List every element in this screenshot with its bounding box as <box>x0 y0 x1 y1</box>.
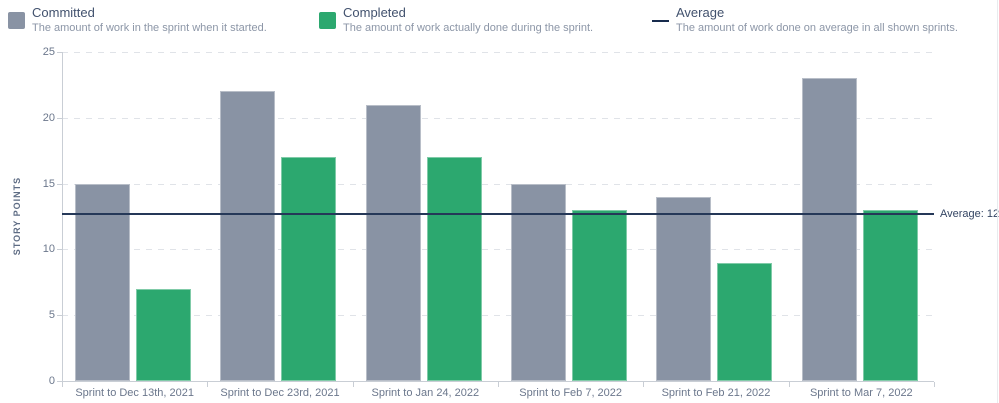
legend-item-completed: Completed The amount of work actually do… <box>319 5 593 35</box>
bar-committed-3[interactable] <box>366 104 421 381</box>
legend-item-average: Average The amount of work done on avera… <box>652 5 958 35</box>
y-tick-label-10: 10 <box>42 243 55 256</box>
x-tick-3 <box>498 382 499 387</box>
y-tick-label-20: 20 <box>42 111 55 124</box>
y-axis-line <box>62 52 63 381</box>
x-tick-5 <box>789 382 790 387</box>
bar-committed-2[interactable] <box>220 91 275 381</box>
bar-completed-2[interactable] <box>281 157 336 381</box>
gridline-10 <box>62 249 934 251</box>
bar-completed-4[interactable] <box>572 209 627 381</box>
y-tick-15 <box>57 183 62 185</box>
bar-committed-5[interactable] <box>656 196 711 381</box>
y-tick-25 <box>57 52 62 53</box>
y-tick-label-15: 15 <box>42 177 55 190</box>
y-tick-20 <box>57 117 62 119</box>
average-line-icon <box>652 20 669 22</box>
legend-average-description: The amount of work done on average in al… <box>676 22 958 34</box>
gridline-5 <box>62 315 934 317</box>
legend-committed-description: The amount of work in the sprint when it… <box>32 22 267 34</box>
y-tick-10 <box>57 249 62 251</box>
y-tick-label-25: 25 <box>42 46 55 58</box>
bar-committed-1[interactable] <box>75 183 130 381</box>
legend-average-label: Average <box>676 5 725 20</box>
bar-completed-6[interactable] <box>863 209 918 381</box>
x-category-label-1: Sprint to Dec 13th, 2021 <box>75 387 194 399</box>
average-line[interactable] <box>62 213 934 216</box>
x-category-label-6: Sprint to Mar 7, 2022 <box>809 387 913 399</box>
gridline-25 <box>62 52 934 53</box>
x-tick-6 <box>934 382 935 387</box>
y-tick-5 <box>57 315 62 317</box>
average-line-label: Average: 12.67 <box>940 208 999 221</box>
x-tick-2 <box>353 382 354 387</box>
committed-swatch-icon <box>8 12 25 29</box>
bar-completed-5[interactable] <box>717 262 772 381</box>
bar-completed-3[interactable] <box>427 157 482 381</box>
x-axis-line <box>62 381 934 382</box>
gridline-15 <box>62 183 934 185</box>
legend-committed-label: Committed <box>32 5 95 20</box>
y-tick-label-5: 5 <box>48 309 55 322</box>
bar-committed-4[interactable] <box>511 183 566 381</box>
x-tick-1 <box>207 382 208 387</box>
right-border <box>997 0 998 403</box>
x-category-label-3: Sprint to Jan 24, 2022 <box>371 387 480 399</box>
legend-item-committed: Committed The amount of work in the spri… <box>8 5 267 35</box>
x-category-label-2: Sprint to Dec 23rd, 2021 <box>220 387 340 399</box>
x-tick-0 <box>62 382 63 387</box>
x-category-label-4: Sprint to Feb 7, 2022 <box>519 387 623 399</box>
y-axis-title: STORY POINTS <box>12 176 22 256</box>
legend-completed-label: Completed <box>343 5 406 20</box>
completed-swatch-icon <box>319 12 336 29</box>
x-category-label-5: Sprint to Feb 21, 2022 <box>661 387 771 399</box>
x-tick-4 <box>643 382 644 387</box>
y-tick-0 <box>57 381 62 382</box>
y-tick-label-0: 0 <box>48 375 55 387</box>
bar-completed-1[interactable] <box>136 288 191 381</box>
legend-completed-description: The amount of work actually done during … <box>343 22 594 34</box>
bar-committed-6[interactable] <box>802 78 857 381</box>
gridline-20 <box>62 117 934 119</box>
